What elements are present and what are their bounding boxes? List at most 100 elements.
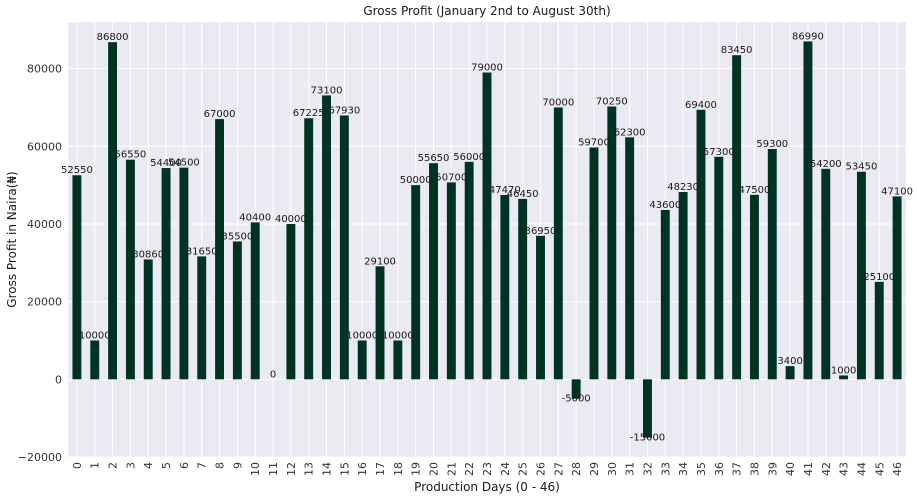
bar-data-label: 69400 <box>685 100 717 111</box>
bar <box>892 196 902 380</box>
bar-data-label: 59700 <box>578 137 610 148</box>
bar <box>643 379 652 438</box>
bar-data-label: 50700 <box>435 172 467 183</box>
x-tick-label: 33 <box>659 462 672 476</box>
bar <box>821 168 831 380</box>
y-axis-label: Gross Profit in Naira(₦) <box>5 171 19 307</box>
x-tick-label: 21 <box>445 462 458 476</box>
bar <box>197 256 207 380</box>
bar <box>589 147 599 380</box>
bar-data-label: 40000 <box>275 214 307 225</box>
bar <box>322 95 331 380</box>
bar-data-label: 43600 <box>649 200 681 211</box>
x-tick-label: 15 <box>338 462 351 476</box>
x-tick-label: 10 <box>249 462 262 476</box>
bar <box>339 115 349 380</box>
x-tick-label: 37 <box>731 462 744 476</box>
bar-data-label: 40400 <box>239 212 271 223</box>
bar-data-label: 47470 <box>489 185 521 196</box>
x-tick-label: 14 <box>321 462 334 476</box>
x-tick-label: 11 <box>267 462 280 476</box>
bar <box>518 198 528 380</box>
bar <box>500 194 510 380</box>
bar <box>393 340 403 380</box>
bar <box>179 167 189 380</box>
bar <box>696 109 706 380</box>
bar-data-label: 3400 <box>777 356 802 367</box>
x-tick-label: 22 <box>463 462 476 476</box>
x-tick-label: 9 <box>231 462 244 469</box>
bar <box>411 185 421 380</box>
bar <box>215 119 225 380</box>
bar-data-label: 52550 <box>61 165 93 176</box>
x-tick-label: 12 <box>285 462 298 476</box>
x-tick-label: 30 <box>606 462 619 476</box>
x-tick-label: 25 <box>517 462 530 476</box>
bar-data-label: 54200 <box>810 159 842 170</box>
bar-data-label: 0 <box>270 369 276 380</box>
bar-data-label: 29100 <box>364 256 396 267</box>
x-tick-label: 35 <box>695 462 708 476</box>
bar-data-label: 86990 <box>792 31 824 42</box>
bar <box>732 55 742 380</box>
x-tick-label: 5 <box>160 462 173 469</box>
bar <box>429 163 438 380</box>
x-tick-label: 46 <box>891 462 904 476</box>
x-tick-label: 16 <box>356 462 369 476</box>
bar-data-label: 83450 <box>721 45 753 56</box>
x-tick-label: 40 <box>784 462 797 476</box>
y-tick-label: 20000 <box>27 296 62 309</box>
y-tick-label: 40000 <box>27 218 62 231</box>
bar <box>375 266 385 380</box>
bar <box>749 194 759 380</box>
bar-data-label: 36950 <box>525 226 557 237</box>
bar <box>553 107 563 380</box>
bar-data-label: 31650 <box>186 246 218 257</box>
bar <box>357 340 367 380</box>
bar-data-label: 35500 <box>221 231 253 242</box>
x-tick-label: 38 <box>748 462 761 476</box>
bar-data-label: 50000 <box>400 175 432 186</box>
x-axis-ticks: 0 1 2 3 4 5 6 7 8 9 10 11 12 13 14 15 16 17 18 19 20 21 22 23 24… <box>71 462 904 476</box>
x-tick-label: 27 <box>552 462 565 476</box>
bar-data-label: 67930 <box>328 105 360 116</box>
bar-data-label: 56550 <box>114 150 146 161</box>
bar <box>678 191 688 380</box>
bar-labels: 5255010000868005655030860544005450031650… <box>61 31 913 443</box>
bar-data-label: 55650 <box>418 153 450 164</box>
bar-data-label: 73100 <box>311 85 343 96</box>
x-tick-label: 36 <box>713 462 726 476</box>
bar-data-label: 59300 <box>756 139 788 150</box>
bar <box>785 366 795 380</box>
x-tick-label: 13 <box>303 462 316 476</box>
x-tick-label: 39 <box>766 462 779 476</box>
x-tick-label: 18 <box>392 462 405 476</box>
bar <box>250 222 260 380</box>
x-tick-label: 20 <box>428 462 441 476</box>
x-tick-label: 45 <box>873 462 886 476</box>
bar-data-label: 47100 <box>881 186 913 197</box>
bar-data-label: 56000 <box>453 152 485 163</box>
bar-data-label: 48230 <box>667 182 699 193</box>
x-axis-label: Production Days (0 - 46) <box>414 480 560 494</box>
bar-data-label: 54500 <box>168 158 200 169</box>
bar <box>304 118 314 380</box>
x-tick-label: 23 <box>481 462 494 476</box>
bar-data-label: 10000 <box>346 330 378 341</box>
chart-title: Gross Profit (January 2nd to August 30th… <box>363 4 610 18</box>
bar-data-label: 25100 <box>863 272 895 283</box>
x-tick-label: 31 <box>624 462 637 476</box>
bar <box>90 340 100 380</box>
bar <box>143 259 153 380</box>
bar <box>286 223 296 380</box>
bar <box>464 161 474 380</box>
bar-data-label: 57300 <box>703 147 735 158</box>
bar <box>874 281 884 380</box>
bar-data-label: 47500 <box>739 185 771 196</box>
x-tick-label: 34 <box>677 462 690 476</box>
bar <box>161 168 171 380</box>
bar-data-label: 54400 <box>150 158 182 169</box>
bar <box>536 235 545 380</box>
x-tick-label: 1 <box>89 462 102 469</box>
